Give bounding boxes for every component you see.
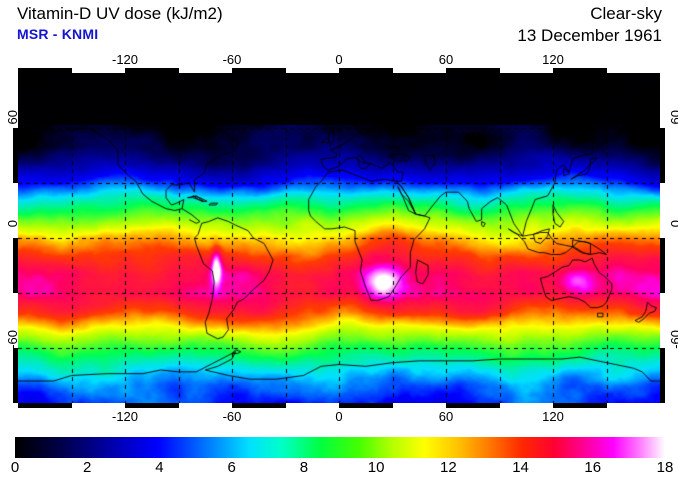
ytick-label: 60	[668, 110, 678, 125]
colorbar-tick-label: 2	[83, 459, 92, 476]
map-plot-area	[18, 73, 660, 403]
colorbar-tick-label: 4	[155, 459, 164, 476]
ytick-label: -60	[5, 330, 20, 349]
ytick-label: -60	[668, 330, 678, 349]
colorbar-tick-label: 6	[227, 459, 236, 476]
uv-dose-heatmap-canvas	[18, 73, 660, 403]
page-title: Vitamin-D UV dose (kJ/m2)	[17, 4, 223, 23]
colorbar	[15, 437, 665, 458]
xtick-label: 120	[542, 409, 564, 424]
colorbar-tick-label: 18	[656, 459, 674, 476]
sky-condition-label: Clear-sky	[590, 4, 662, 23]
date-label: 13 December 1961	[517, 26, 662, 45]
colorbar-tick-label: 14	[512, 459, 529, 476]
ytick-label: 60	[5, 110, 20, 125]
xtick-label: -60	[222, 409, 242, 424]
colorbar-tick-label: 0	[10, 459, 20, 476]
ytick-label: 0	[5, 220, 20, 228]
axis-bottom	[18, 403, 660, 408]
axis-left	[13, 73, 18, 403]
colorbar-tick-label: 10	[367, 459, 385, 476]
xtick-label: 120	[542, 52, 564, 67]
xtick-label: -60	[222, 52, 242, 67]
xtick-label: 60	[438, 52, 454, 67]
xtick-label: 0	[335, 52, 343, 67]
colorbar-gradient	[15, 437, 665, 458]
colorbar-tick-label: 12	[439, 459, 457, 476]
colorbar-tick-label: 16	[584, 459, 602, 476]
colorbar-tick-label: 8	[299, 459, 309, 476]
source-label: MSR - KNMI	[17, 26, 99, 42]
xtick-label: -120	[111, 409, 139, 424]
axis-right	[660, 73, 665, 403]
axis-top	[18, 68, 660, 73]
xtick-label: 0	[335, 409, 343, 424]
ytick-label: 0	[668, 220, 678, 228]
xtick-label: -120	[111, 52, 139, 67]
xtick-label: 60	[438, 409, 454, 424]
